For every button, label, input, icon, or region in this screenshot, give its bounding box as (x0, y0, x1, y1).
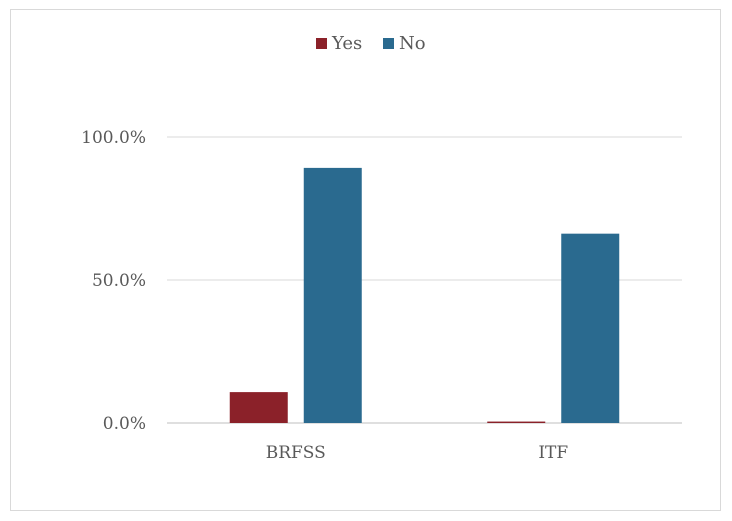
bar-no-itf (561, 233, 620, 423)
y-axis-tick-labels: 0.0% 50.0% 100.0% (81, 128, 146, 434)
bar-no-brfss (303, 167, 362, 423)
y-tick-label: 50.0% (92, 271, 146, 291)
legend-swatch-no (383, 38, 394, 49)
legend-label-yes: Yes (331, 33, 362, 54)
x-tick-label: BRFSS (266, 443, 326, 463)
x-tick-label: ITF (538, 443, 568, 463)
legend: Yes No (316, 33, 426, 54)
legend-swatch-yes (316, 38, 327, 49)
bars (229, 167, 620, 423)
y-tick-label: 100.0% (81, 128, 146, 148)
x-axis-tick-labels: BRFSS ITF (266, 443, 569, 463)
bar-yes-itf (487, 421, 546, 423)
bar-yes-brfss (229, 392, 288, 423)
legend-label-no: No (399, 33, 426, 54)
y-tick-label: 0.0% (103, 414, 146, 434)
